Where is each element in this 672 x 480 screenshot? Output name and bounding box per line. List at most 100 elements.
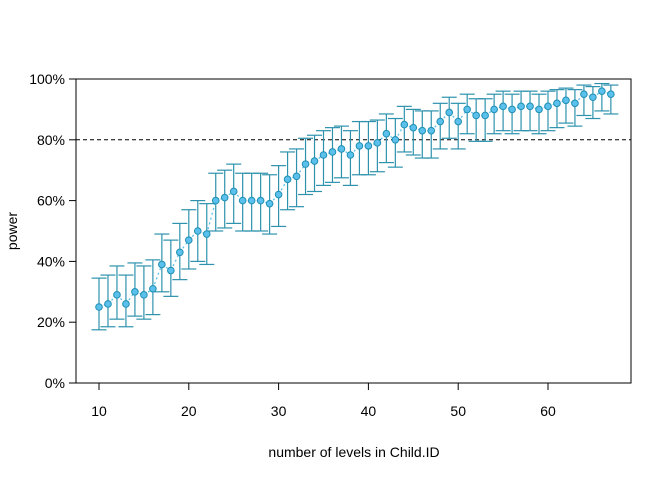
power-points — [95, 87, 615, 311]
data-point — [131, 288, 139, 296]
data-point — [409, 123, 418, 132]
x-axis-label: number of levels in Child.ID — [268, 444, 439, 460]
data-point — [454, 117, 463, 126]
error-bar — [432, 102, 448, 150]
data-point — [373, 139, 382, 147]
data-point — [445, 108, 454, 117]
y-tick-label: 0% — [45, 375, 65, 391]
data-point — [149, 284, 157, 293]
data-point — [211, 196, 220, 205]
error-bar — [468, 98, 484, 142]
error-bar — [540, 90, 556, 132]
data-point — [580, 90, 588, 98]
error-bar — [459, 93, 475, 135]
data-point — [499, 102, 507, 111]
line-segment — [206, 200, 217, 235]
error-bar — [423, 110, 439, 159]
data-point — [265, 199, 274, 208]
y-tick-label: 20% — [37, 314, 65, 330]
data-point — [95, 303, 103, 311]
data-point — [562, 96, 570, 105]
data-point — [472, 111, 480, 120]
data-point — [526, 102, 534, 111]
data-point — [400, 120, 409, 129]
error-bar — [405, 108, 421, 156]
data-point — [176, 248, 184, 257]
data-point — [229, 187, 238, 196]
data-point — [436, 117, 445, 126]
data-point — [319, 151, 328, 159]
data-point — [589, 93, 597, 102]
x-tick-label: 10 — [91, 403, 107, 419]
data-point — [328, 148, 337, 156]
x-tick-label: 60 — [540, 403, 556, 419]
data-point — [364, 142, 373, 150]
y-tick-label: 100% — [29, 71, 65, 87]
data-point — [274, 190, 283, 199]
y-axis-label: power — [4, 212, 20, 250]
data-point — [220, 193, 229, 202]
data-point — [238, 196, 247, 205]
power-line-segments — [98, 90, 612, 308]
data-point — [571, 99, 579, 108]
data-point — [113, 291, 121, 299]
data-point — [167, 266, 175, 275]
data-point — [508, 105, 516, 114]
data-point — [140, 291, 148, 299]
data-point — [427, 126, 436, 135]
data-point — [553, 99, 561, 108]
error-bar — [486, 93, 502, 135]
data-point — [391, 136, 400, 144]
error-bar — [513, 90, 529, 132]
x-tick-label: 20 — [181, 403, 197, 419]
data-point — [310, 157, 319, 165]
data-point — [104, 300, 112, 308]
data-point — [158, 260, 166, 269]
data-point — [193, 227, 202, 235]
error-bar — [441, 96, 457, 139]
data-point — [346, 151, 355, 159]
data-point — [355, 142, 364, 150]
error-bar — [495, 90, 511, 132]
data-point — [122, 300, 130, 308]
x-tick-label: 40 — [361, 403, 377, 419]
x-tick-label: 50 — [450, 403, 466, 419]
data-point — [418, 126, 427, 135]
error-bar — [378, 113, 394, 164]
y-tick-label: 60% — [37, 193, 65, 209]
error-bar — [576, 84, 592, 117]
data-point — [481, 111, 489, 120]
error-bar — [504, 93, 520, 135]
error-bars — [91, 82, 619, 331]
y-tick-label: 40% — [37, 253, 65, 269]
data-point — [490, 105, 498, 114]
error-bar — [450, 102, 466, 150]
data-point — [292, 172, 301, 181]
error-bar — [414, 110, 430, 159]
error-bar — [585, 85, 601, 120]
data-point — [517, 102, 525, 111]
data-point — [598, 87, 606, 95]
y-axis: 0% 20% 40% 60% 80% 100% — [29, 71, 77, 391]
data-point — [535, 105, 543, 114]
error-bar — [549, 89, 565, 129]
data-point — [382, 129, 391, 138]
error-bar — [531, 93, 547, 135]
data-point — [283, 175, 292, 184]
error-bar — [522, 90, 538, 132]
y-tick-label: 80% — [37, 132, 65, 148]
x-tick-label: 30 — [271, 403, 287, 419]
line-segment — [152, 264, 163, 289]
data-point — [337, 145, 346, 153]
x-axis: 10 20 30 40 50 60 — [91, 382, 556, 419]
data-point — [607, 90, 615, 98]
data-point — [463, 105, 471, 114]
error-bar — [558, 87, 574, 124]
data-point — [202, 230, 211, 238]
data-point — [256, 196, 265, 205]
error-bar — [477, 98, 493, 142]
data-point — [185, 236, 193, 244]
error-bar — [567, 89, 583, 127]
data-point — [544, 102, 552, 111]
